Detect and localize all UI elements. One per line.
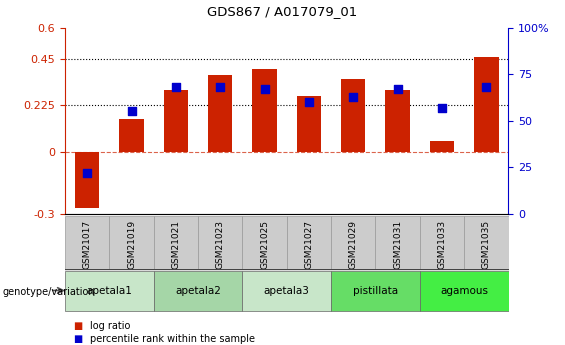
FancyBboxPatch shape [331,216,375,269]
Point [82,170,92,176]
Point [305,99,314,105]
Text: genotype/variation: genotype/variation [3,287,95,296]
Point [216,85,225,90]
Text: GSM21027: GSM21027 [305,220,314,269]
Point [171,85,180,90]
Point [393,86,402,92]
FancyBboxPatch shape [420,216,464,269]
FancyBboxPatch shape [375,216,420,269]
FancyBboxPatch shape [65,271,154,311]
Text: GDS867 / A017079_01: GDS867 / A017079_01 [207,5,358,18]
Point [437,105,446,110]
Point [127,109,136,114]
Text: GSM21023: GSM21023 [216,220,225,269]
Text: percentile rank within the sample: percentile rank within the sample [90,334,255,344]
FancyBboxPatch shape [464,216,508,269]
Bar [341,79,366,152]
Bar [430,141,454,152]
Point [260,86,269,92]
Text: GSM21031: GSM21031 [393,220,402,269]
FancyBboxPatch shape [420,271,508,311]
Text: apetala2: apetala2 [175,286,221,296]
Point [349,94,358,99]
FancyBboxPatch shape [65,216,110,269]
Text: GSM21029: GSM21029 [349,220,358,269]
Bar [119,119,144,152]
Bar [474,57,498,152]
Text: agamous: agamous [440,286,488,296]
FancyBboxPatch shape [242,271,331,311]
Bar [208,75,232,152]
Bar [385,90,410,152]
Text: log ratio: log ratio [90,321,131,331]
Text: GSM21021: GSM21021 [171,220,180,269]
Bar [164,90,188,152]
Text: GSM21025: GSM21025 [260,220,269,269]
Text: apetala3: apetala3 [264,286,310,296]
Text: apetala1: apetala1 [86,286,132,296]
FancyBboxPatch shape [287,216,331,269]
Text: ■: ■ [73,334,82,344]
FancyBboxPatch shape [331,271,420,311]
Text: GSM21017: GSM21017 [82,220,92,269]
FancyBboxPatch shape [242,216,287,269]
FancyBboxPatch shape [154,271,242,311]
Text: GSM21019: GSM21019 [127,220,136,269]
Text: pistillata: pistillata [353,286,398,296]
Text: GSM21035: GSM21035 [482,220,491,269]
Text: ■: ■ [73,321,82,331]
Bar [75,152,99,208]
FancyBboxPatch shape [154,216,198,269]
Bar [253,69,277,152]
Bar [297,96,321,152]
Text: GSM21033: GSM21033 [437,220,446,269]
Point [482,85,491,90]
FancyBboxPatch shape [198,216,242,269]
FancyBboxPatch shape [110,216,154,269]
